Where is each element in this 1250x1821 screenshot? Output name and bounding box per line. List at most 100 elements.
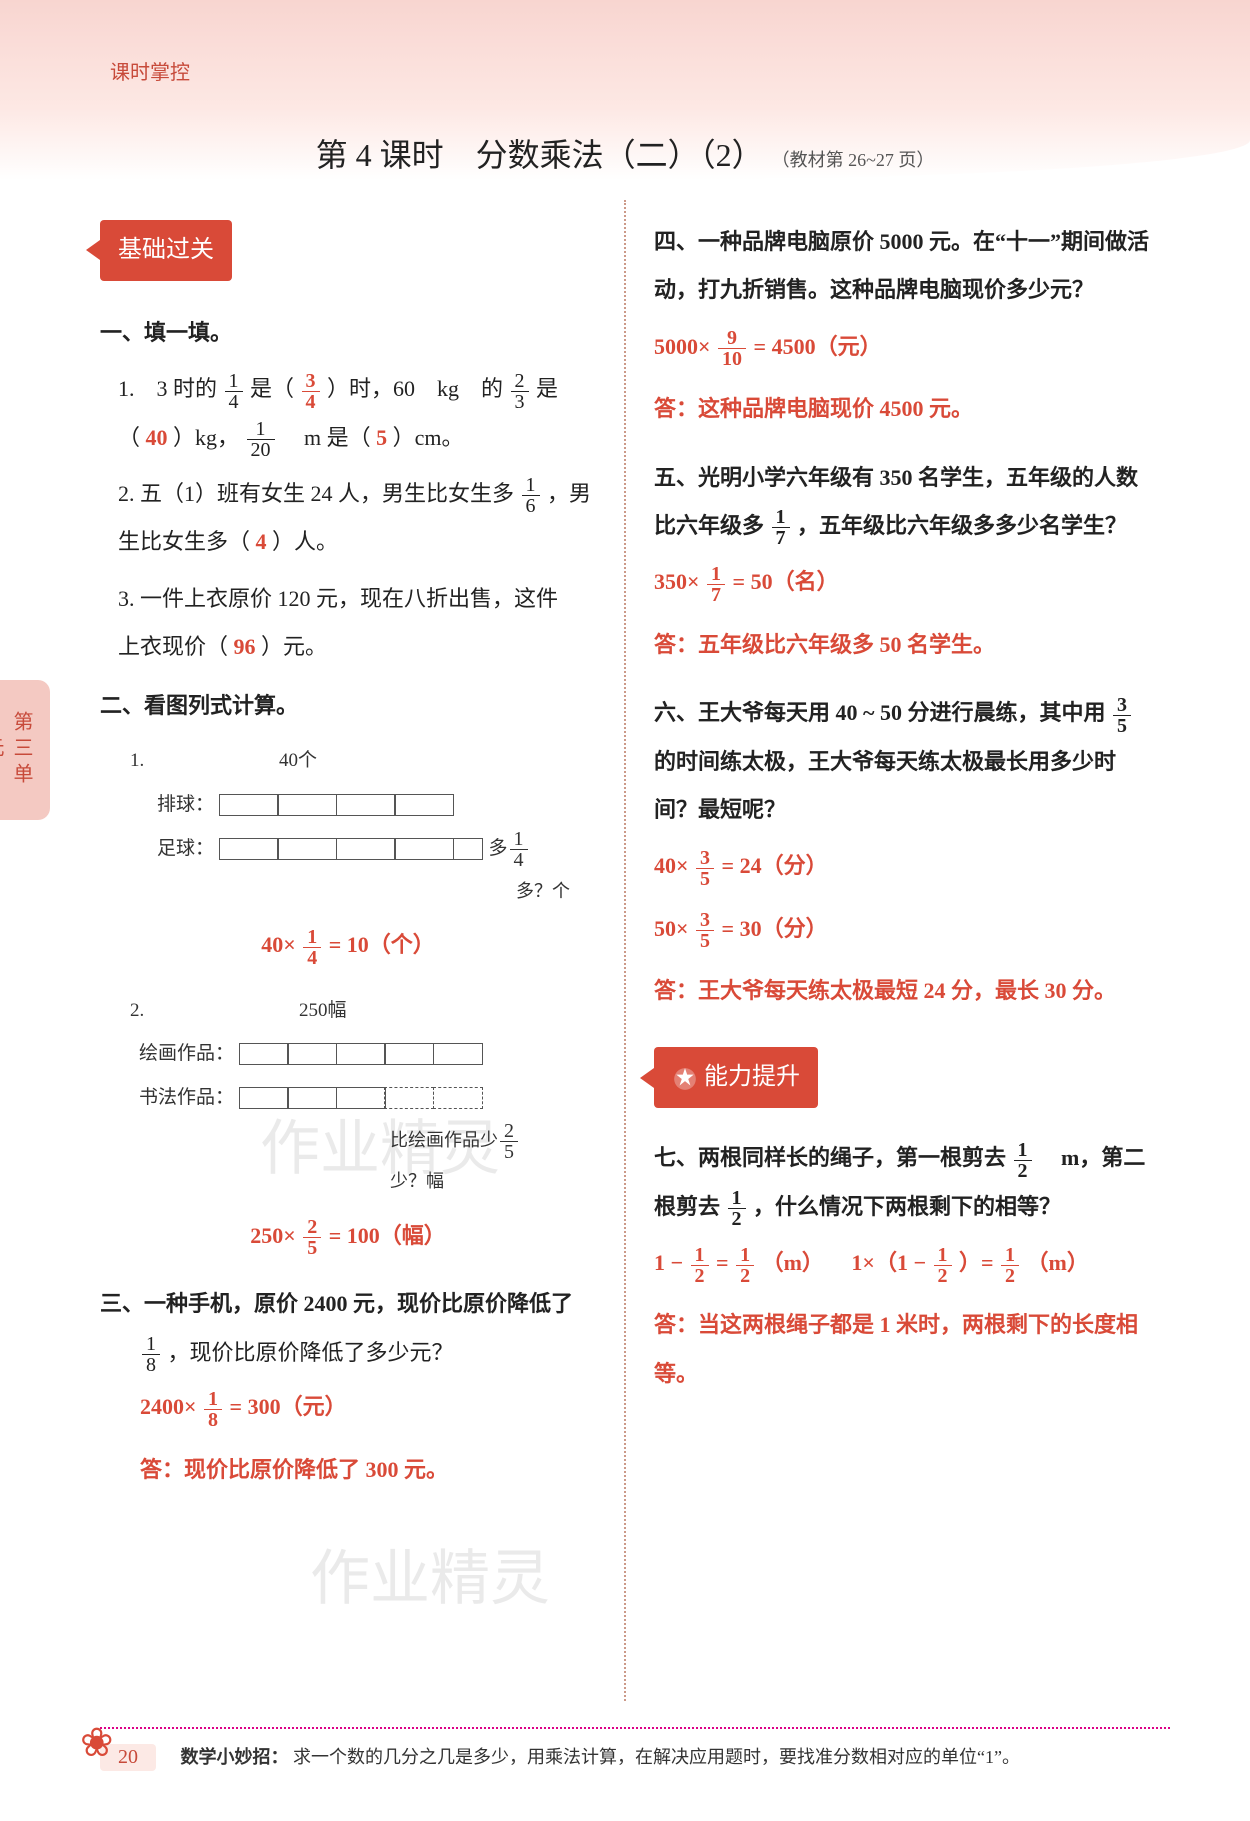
bar-cell [336,1043,386,1065]
right-column: 四、一种品牌电脑原价 5000 元。在“十一”期间做活动，打九折销售。这种品牌电… [634,200,1170,1701]
q3-text-a: 3. 一件上衣原价 120 元，现在八折出售，这件 [118,586,558,611]
d2-row1: 绘画作品： [130,1033,596,1075]
d2-extra: 比绘画作品少25 [390,1121,596,1162]
d2-calc: 250× 25 = 100（幅） [100,1212,596,1260]
q1-ans1: 34 [302,371,320,412]
q6-calc2: 50× 35 = 30（分） [654,905,1150,953]
d2-bar2 [240,1087,483,1109]
q6-calc1: 40× 35 = 24（分） [654,842,1150,890]
bar-cell-extra [453,838,483,860]
d1-row2: 足球： 多14 [130,828,596,870]
q2: 2. 五（1）班有女生 24 人，男生比女生多 16 ，男 生比女生多（ 4 ）… [118,470,596,567]
d2-row2: 书法作品： [130,1077,596,1119]
q3-ans: 96 [234,634,256,659]
q5-text: 五、光明小学六年级有 350 名学生，五年级的人数比六年级多 17 ，五年级比六… [654,465,1138,538]
d2-row2-label: 书法作品： [130,1077,240,1119]
q1-text-e: （ [118,425,140,450]
q2-text-d: ）人。 [272,529,338,554]
d2-row1-label: 绘画作品： [130,1033,240,1075]
s3-text-a: 三、一种手机，原价 2400 元，现价比原价降低了 [100,1291,573,1316]
diagram-1: 1. 40个 排球： 足球： [130,740,596,911]
d2-bar1 [240,1043,483,1065]
badge-advance: 能力提升 [654,1047,818,1108]
left-column: 基础过关 一、填一填。 1. 3 时的 14 是（ 34 ）时，60 kg 的 … [80,200,616,1701]
q2-text-b: ，男 [547,481,591,506]
q7-answer: 答：当这两根绳子都是 1 米时，两根剩下的长度相等。 [654,1301,1150,1398]
d1-bar2 [220,838,483,860]
q6-text: 六、王大爷每天用 40 ~ 50 分进行晨练，其中用 35 的时间练太极，王大爷… [654,700,1133,822]
s3-text-b: ，现价比原价降低了多少元？ [168,1340,454,1365]
q1-frac2: 23 [511,371,529,412]
q1-text-g: m 是（ [282,425,371,450]
bar-cell [336,794,396,816]
q1-frac1: 14 [225,371,243,412]
q1-text-a: 1. 3 时的 [118,376,217,401]
q5: 五、光明小学六年级有 350 名学生，五年级的人数比六年级多 17 ，五年级比六… [654,454,1150,551]
seal-icon [672,1066,698,1092]
bar-cell [394,794,454,816]
s3-answer: 答：现价比原价降低了 300 元。 [140,1446,596,1494]
column-divider [624,200,626,1701]
content-area: 基础过关 一、填一填。 1. 3 时的 14 是（ 34 ）时，60 kg 的 … [80,200,1170,1701]
q2-ans: 4 [256,529,267,554]
q2-frac: 16 [522,475,540,516]
q1-frac3: 120 [247,419,275,460]
diagram-2: 2. 250幅 绘画作品： 书法作品： [130,990,596,1202]
bar-cell [287,1043,337,1065]
q1-text-c: ）时，60 kg 的 [327,376,503,401]
q6-answer: 答：王大爷每天练太极最短 24 分，最长 30 分。 [654,967,1150,1015]
title-main: 第 4 课时 分数乘法（二）（2） [316,137,764,173]
d1-calc: 40× 14 = 10（个） [100,921,596,969]
section-3: 三、一种手机，原价 2400 元，现价比原价降低了 18 ，现价比原价降低了多少… [100,1280,596,1377]
q1: 1. 3 时的 14 是（ 34 ）时，60 kg 的 23 是 （ 40 ）k… [118,365,596,462]
q7: 七、两根同样长的绳子，第一根剪去 12 m，第二根剪去 12 ，什么情况下两根剩… [654,1134,1150,1231]
footer-tip-label: 数学小妙招： [181,1747,289,1767]
d1-bar1 [220,794,454,816]
d1-row1-label: 排球： [130,784,220,826]
q7-calc: 1 − 12 = 12 （m） 1×（1 − 12 ）= 12 （m） [654,1239,1150,1287]
d1-question: 多？个 [230,872,570,912]
badge-basic: 基础过关 [100,220,232,281]
d1-top-label: 40个 [279,750,317,771]
d1-num: 1. [130,750,144,771]
bar-cell-dashed [384,1087,434,1109]
bar-cell [219,838,279,860]
q2-text-c: 生比女生多（ [118,529,250,554]
s3-calc: 2400× 18 = 300（元） [140,1383,596,1431]
bar-cell [277,838,337,860]
q6: 六、王大爷每天用 40 ~ 50 分进行晨练，其中用 35 的时间练太极，王大爷… [654,689,1150,834]
q2-text-a: 2. 五（1）班有女生 24 人，男生比女生多 [118,481,514,506]
q4-answer: 答：这种品牌电脑现价 4500 元。 [654,385,1150,433]
bar-cell-dashed [433,1087,483,1109]
bar-cell [219,794,279,816]
page-title: 第 4 课时 分数乘法（二）（2） （教材第 26~27 页） [0,130,1250,176]
d2-top-label: 250幅 [299,1000,347,1021]
d1-row1: 排球： [130,784,596,826]
q1-text-d: 是 [536,376,558,401]
bar-cell [277,794,337,816]
q5-calc: 350× 17 = 50（名） [654,558,1150,606]
section-1-head: 一、填一填。 [100,309,596,357]
bar-cell [239,1043,289,1065]
bar-cell [336,838,396,860]
book-series-label: 课时掌控 [110,56,190,85]
q3-text-b: 上衣现价（ [118,634,228,659]
q1-ans3: 5 [376,425,387,450]
footer-tip-text: 求一个数的几分之几是多少，用乘法计算，在解决应用题时，要找准分数相对应的单位“1… [293,1747,1020,1767]
bar-cell [239,1087,289,1109]
q4-text: 四、一种品牌电脑原价 5000 元。在“十一”期间做活动，打九折销售。这种品牌电… [654,229,1149,302]
d2-question: 少？幅 [390,1162,596,1202]
q5-answer: 答：五年级比六年级多 50 名学生。 [654,621,1150,669]
bar-cell [433,1043,483,1065]
bar-cell [394,838,454,860]
unit-side-tab: 第三单元 [0,680,50,820]
q7-text: 七、两根同样长的绳子，第一根剪去 12 m，第二根剪去 12 ，什么情况下两根剩… [654,1145,1145,1218]
bar-cell [336,1087,386,1109]
flower-icon: ❀ [80,1719,114,1766]
s3-frac: 18 [142,1334,160,1375]
q1-text-b: 是（ [250,376,294,401]
bar-cell [287,1087,337,1109]
bar-cell [384,1043,434,1065]
d1-extra: 多14 [489,828,530,870]
title-sub: （教材第 26~27 页） [772,150,935,170]
